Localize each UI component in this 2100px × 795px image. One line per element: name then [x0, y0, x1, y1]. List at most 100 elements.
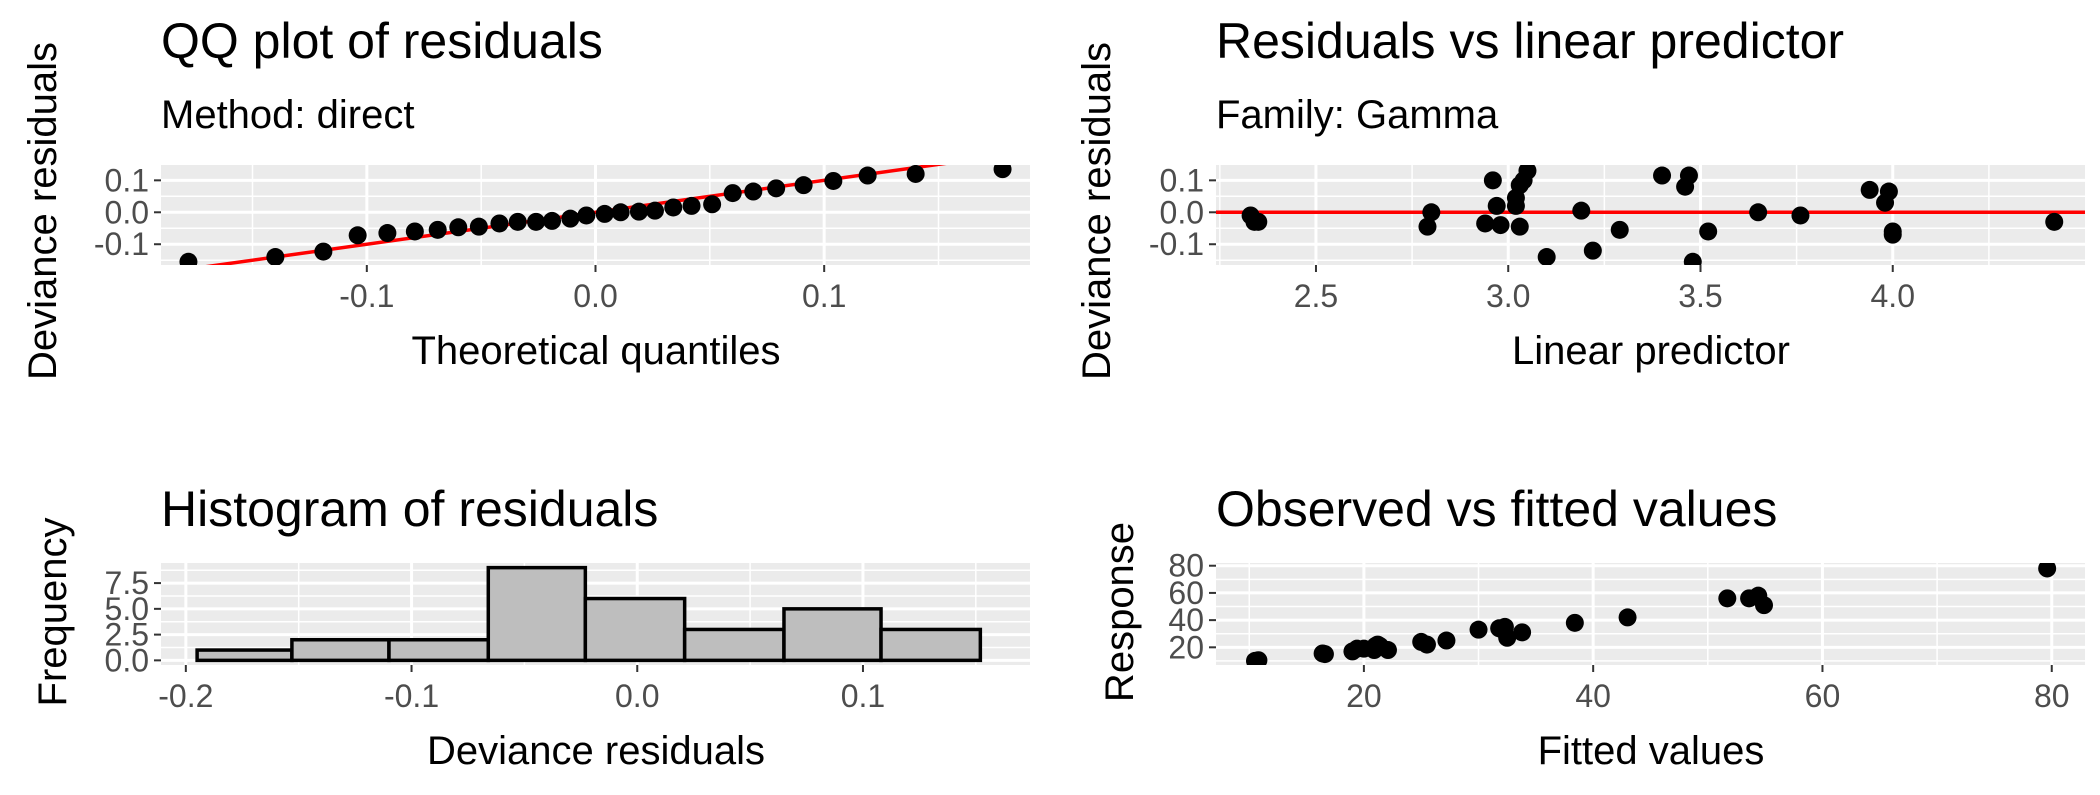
hist-x-tick-label: 0.1 [841, 678, 885, 714]
qq-point [527, 212, 546, 231]
resid-lp-x-tick-label: 2.5 [1294, 278, 1338, 314]
qq-point [993, 165, 1012, 179]
obs-fit-point [1378, 641, 1397, 660]
qq-data-layer [179, 165, 1012, 265]
histogram-bar [583, 596, 687, 663]
obs-fit-point [1618, 608, 1637, 627]
resid-lp-point [1653, 166, 1672, 185]
resid-lp-point [1476, 214, 1495, 233]
qq-plot-panel: -0.1 0.0 0.1-0.10.00.1 [94, 162, 1030, 314]
histogram-y-axis-title: Frequency [31, 518, 75, 707]
qq-point [449, 218, 468, 237]
qq-point [469, 217, 488, 236]
obs-fit-point [1513, 623, 1532, 642]
resid-lp-x-tick-label: 3.0 [1486, 278, 1530, 314]
qq-point [723, 184, 742, 203]
qq-point [906, 165, 925, 183]
resid-lp-point [1510, 217, 1529, 236]
hist-x-tick-label: 0.0 [615, 678, 659, 714]
qq-plot-y-axis-title: Deviance residuals [21, 42, 65, 380]
resid-lp-point [1791, 206, 1810, 225]
obs-fit-x-tick-label: 20 [1346, 678, 1382, 714]
qq-x-tick-label: 0.0 [573, 278, 617, 314]
resid-lp-point [1749, 203, 1768, 222]
obs-fit-point [1498, 628, 1517, 647]
qq-point [744, 182, 763, 201]
resid-lp-point [1572, 201, 1591, 220]
observed-vs-fitted-y-axis-title: Response [1098, 522, 1142, 702]
hist-y-tick-label: 2.5 [105, 617, 149, 653]
residuals-vs-predictor-subtitle: Family: Gamma [1216, 93, 1499, 137]
histogram-panel: -0.2 -0.1 0.0 0.10.02.55.07.5 [105, 563, 1030, 714]
resid-lp-point [1679, 166, 1698, 185]
hist-y-tick-label: 0.0 [105, 642, 149, 678]
obs-fit-x-tick-label: 60 [1805, 678, 1841, 714]
observed-vs-fitted-title: Observed vs fitted values [1216, 481, 1777, 537]
obs-fit-point [1315, 645, 1334, 664]
qq-plot-chart: QQ plot of residuals Method: direct Devi… [21, 13, 1030, 380]
qq-point [378, 224, 397, 243]
qq-point [767, 179, 786, 198]
qq-point [405, 222, 424, 241]
histogram-bar [195, 648, 294, 663]
obs-fit-x-tick-label: 40 [1575, 678, 1611, 714]
hist-x-tick-label: -0.1 [384, 678, 439, 714]
resid-lp-y-tick-label: -0.1 [1149, 226, 1204, 262]
qq-plot-x-axis-title: Theoretical quantiles [411, 329, 780, 373]
qq-plot-title: QQ plot of residuals [161, 13, 603, 69]
obs-fit-point [1437, 631, 1456, 650]
obs-fit-y-tick-label: 60 [1168, 575, 1204, 611]
residuals-vs-predictor-y-axis-title: Deviance residuals [1075, 42, 1119, 380]
obs-fit-x-tick-label: 80 [2034, 678, 2070, 714]
observed-vs-fitted-chart: Observed vs fitted values Response Fitte… [1098, 481, 2085, 773]
resid-lp-y-tick-label: 0.0 [1160, 194, 1204, 230]
qq-point [508, 212, 527, 231]
resid-lp-point [1883, 225, 1902, 244]
obs-fit-y-tick-label: 40 [1168, 602, 1204, 638]
qq-point [543, 211, 562, 230]
obs-fit-point [1417, 635, 1436, 654]
qq-x-tick-label: 0.1 [802, 278, 846, 314]
qq-point [348, 226, 367, 245]
resid-lp-point [1249, 212, 1268, 231]
resid-lp-point [1487, 196, 1506, 215]
histogram-bar [682, 627, 786, 663]
histogram-bar [879, 627, 983, 663]
qq-plot-subtitle: Method: direct [161, 93, 414, 137]
resid-lp-point [1483, 171, 1502, 190]
resid-lp-x-tick-label: 4.0 [1871, 278, 1915, 314]
qq-point [179, 252, 198, 265]
qq-point [314, 242, 333, 261]
resid-lp-point [1518, 165, 1537, 180]
hist-x-tick-label: -0.2 [158, 678, 213, 714]
qq-point [611, 203, 630, 222]
qq-reference-line [205, 165, 947, 265]
qq-y-tick-label: -0.1 [94, 226, 149, 262]
obs-fit-point [1249, 651, 1268, 665]
obs-fit-point [2038, 563, 2057, 578]
qq-point [858, 166, 877, 185]
resid-lp-point [1860, 180, 1879, 199]
hist-y-tick-label: 7.5 [105, 565, 149, 601]
qq-point [266, 248, 285, 265]
obs-fit-point [1754, 596, 1773, 615]
qq-point [428, 220, 447, 239]
resid-lp-point [1418, 217, 1437, 236]
histogram-chart: Histogram of residuals Frequency Devianc… [31, 481, 1030, 773]
qq-point [577, 206, 596, 225]
histogram-bar [290, 638, 391, 663]
qq-y-tick-label: 0.0 [105, 194, 149, 230]
obs-fit-point [1565, 613, 1584, 632]
resid-lp-point [1879, 182, 1898, 201]
resid-lp-point [1422, 203, 1441, 222]
obs-fit-data-layer [1245, 563, 2057, 665]
resid-lp-point [1683, 252, 1702, 265]
residuals-vs-predictor-chart: Residuals vs linear predictor Family: Ga… [1075, 13, 2085, 380]
qq-point [490, 214, 509, 233]
resid-lp-x-tick-label: 3.5 [1678, 278, 1722, 314]
hist-y-tick-label: 5.0 [105, 591, 149, 627]
obs-fit-point [1469, 620, 1488, 639]
resid-lp-point [2045, 212, 2064, 231]
